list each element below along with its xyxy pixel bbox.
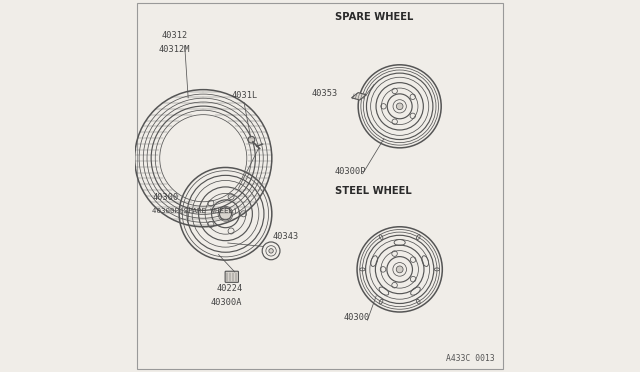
Text: 40312M: 40312M xyxy=(159,45,191,54)
Text: 40353: 40353 xyxy=(312,89,338,98)
Circle shape xyxy=(269,248,273,253)
Text: 40300: 40300 xyxy=(152,193,179,202)
Circle shape xyxy=(396,266,403,273)
Circle shape xyxy=(248,137,255,143)
Circle shape xyxy=(396,103,403,110)
Text: 4031L: 4031L xyxy=(232,91,259,100)
Text: 40300: 40300 xyxy=(344,313,370,322)
Text: 40343: 40343 xyxy=(273,232,299,241)
Text: 40224: 40224 xyxy=(216,283,243,292)
Text: A433C 0013: A433C 0013 xyxy=(446,354,495,363)
FancyBboxPatch shape xyxy=(225,271,239,282)
Text: 40300P: 40300P xyxy=(335,167,366,176)
Text: 40300P(SPARE WHEEL): 40300P(SPARE WHEEL) xyxy=(152,208,238,214)
Text: 40312: 40312 xyxy=(161,32,188,41)
Text: STEEL WHEEL: STEEL WHEEL xyxy=(335,186,412,196)
Text: SPARE WHEEL: SPARE WHEEL xyxy=(335,12,413,22)
Circle shape xyxy=(220,208,232,220)
Text: 40300A: 40300A xyxy=(211,298,243,307)
Polygon shape xyxy=(351,93,366,100)
